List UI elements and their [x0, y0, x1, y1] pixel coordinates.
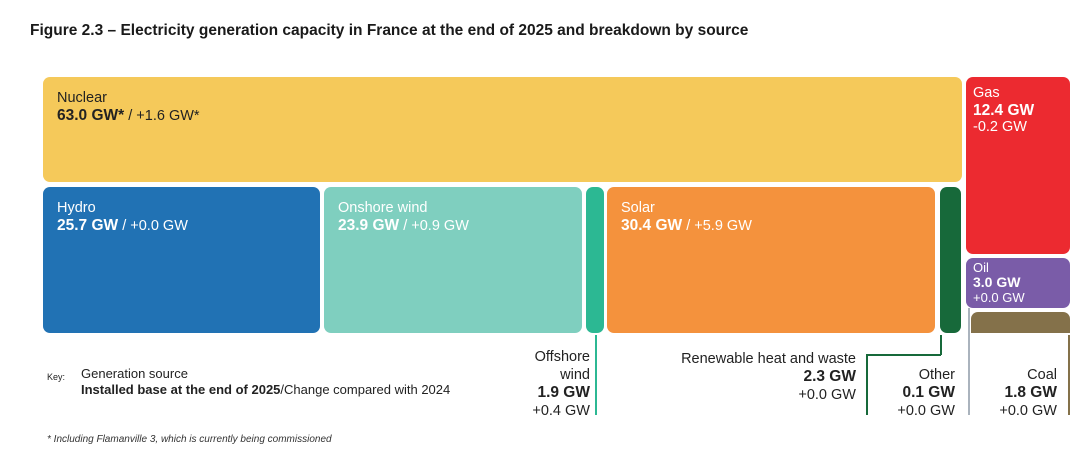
- label-name: Onshore wind: [338, 200, 428, 216]
- label-change: +0.0 GW: [973, 290, 1025, 305]
- label-change: +1.6 GW*: [136, 108, 200, 124]
- label-name: Other: [918, 367, 955, 383]
- tile-oil: Oil 3.0 GW +0.0 GW: [966, 258, 1070, 308]
- leader-offshore: [595, 335, 597, 415]
- label-name: Offshore: [534, 349, 590, 365]
- key-rest: /Change compared with 2024: [280, 382, 451, 397]
- label-change: +0.4 GW: [532, 403, 590, 419]
- label-value: 30.4 GW: [621, 217, 683, 234]
- sep: /: [124, 108, 137, 124]
- label-name: Oil: [973, 260, 989, 275]
- label-change: +0.0 GW: [897, 403, 955, 419]
- leader-coal: [1068, 335, 1070, 415]
- label-change: -0.2 GW: [973, 119, 1027, 135]
- label-renewable-heat: Renewable heat and waste 2.3 GW +0.0 GW: [681, 350, 856, 404]
- key-label: Key:: [47, 372, 66, 382]
- label-change: +0.0 GW: [798, 387, 856, 403]
- leader-renewable: [940, 335, 942, 355]
- key-bold: Installed base at the end of 2025: [81, 382, 281, 397]
- label-offshore-wind: Offshore wind 1.9 GW +0.4 GW: [532, 348, 590, 420]
- label-change: +0.0 GW: [999, 403, 1057, 419]
- legend-key: Key: Generation source Installed base at…: [47, 366, 450, 398]
- sep: /: [118, 218, 131, 234]
- label-change: +5.9 GW: [694, 218, 752, 234]
- chart-title: Figure 2.3 – Electricity generation capa…: [30, 22, 749, 39]
- leader-renewable-v: [866, 354, 868, 415]
- label-name-2: wind: [560, 367, 590, 383]
- label-name: Gas: [973, 85, 1000, 101]
- label-name: Nuclear: [57, 90, 107, 106]
- key-line1: Generation source: [81, 366, 188, 381]
- label-other: Other 0.1 GW +0.0 GW: [897, 366, 955, 420]
- tile-coal: [971, 312, 1070, 333]
- sep: /: [682, 218, 695, 234]
- label-value: 3.0 GW: [973, 274, 1021, 290]
- tile-renewable-heat: [940, 187, 961, 333]
- label-value: 1.9 GW: [537, 384, 590, 401]
- label-value: 0.1 GW: [902, 384, 955, 401]
- tile-onshore-wind: Onshore wind 23.9 GW / +0.9 GW: [324, 187, 582, 333]
- label-value: 23.9 GW: [338, 217, 400, 234]
- label-name: Coal: [1027, 367, 1057, 383]
- leader-other: [968, 308, 970, 415]
- label-name: Solar: [621, 200, 655, 216]
- label-coal: Coal 1.8 GW +0.0 GW: [999, 366, 1057, 420]
- label-value: 12.4 GW: [973, 102, 1035, 119]
- tile-gas: Gas 12.4 GW -0.2 GW: [966, 77, 1070, 254]
- label-change: +0.9 GW: [411, 218, 469, 234]
- label-value: 63.0 GW*: [57, 107, 125, 124]
- tile-hydro: Hydro 25.7 GW / +0.0 GW: [43, 187, 320, 333]
- tile-nuclear: Nuclear 63.0 GW* / +1.6 GW*: [43, 77, 962, 182]
- footnote: * Including Flamanville 3, which is curr…: [47, 434, 332, 445]
- tile-solar: Solar 30.4 GW / +5.9 GW: [607, 187, 935, 333]
- label-value: 25.7 GW: [57, 217, 119, 234]
- leader-renewable-h: [866, 354, 941, 356]
- label-value: 1.8 GW: [1004, 384, 1057, 401]
- label-name: Hydro: [57, 200, 96, 216]
- tile-offshore-wind: [586, 187, 604, 333]
- sep: /: [399, 218, 412, 234]
- label-name: Renewable heat and waste: [681, 351, 856, 367]
- label-change: +0.0 GW: [130, 218, 188, 234]
- label-value: 2.3 GW: [803, 368, 856, 385]
